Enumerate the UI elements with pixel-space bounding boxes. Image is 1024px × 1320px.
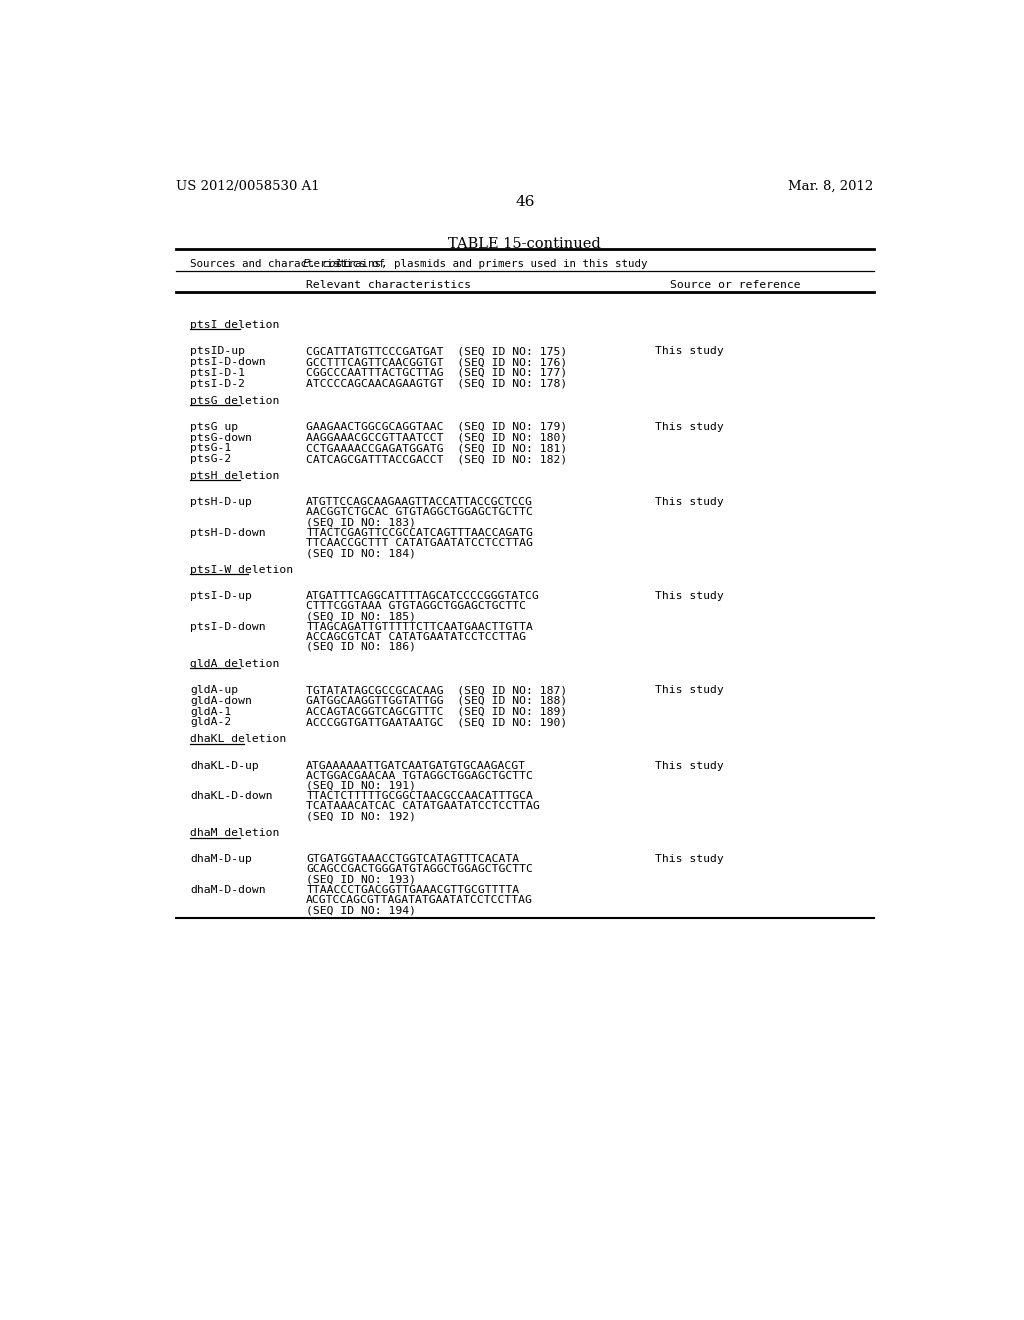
Text: This study: This study bbox=[655, 422, 724, 432]
Text: ptsG-down: ptsG-down bbox=[190, 433, 252, 442]
Text: AAGGAAACGCCGTTAATCCT  (SEQ ID NO: 180): AAGGAAACGCCGTTAATCCT (SEQ ID NO: 180) bbox=[306, 433, 567, 442]
Text: (SEQ ID NO: 194): (SEQ ID NO: 194) bbox=[306, 906, 416, 915]
Text: (SEQ ID NO: 184): (SEQ ID NO: 184) bbox=[306, 548, 416, 558]
Text: (SEQ ID NO: 186): (SEQ ID NO: 186) bbox=[306, 642, 416, 652]
Text: ACGTCCAGCGTTAGATATGAATATCCTCCTTAG: ACGTCCAGCGTTAGATATGAATATCCTCCTTAG bbox=[306, 895, 534, 906]
Text: Sources and characteristics of: Sources and characteristics of bbox=[190, 259, 391, 268]
Text: Source or reference: Source or reference bbox=[671, 280, 801, 290]
Text: US 2012/0058530 A1: US 2012/0058530 A1 bbox=[176, 180, 319, 193]
Text: ACTGGACGAACAA TGTAGGCTGGAGCTGCTTC: ACTGGACGAACAA TGTAGGCTGGAGCTGCTTC bbox=[306, 771, 534, 780]
Text: TCATAAACATCAC CATATGAATATCCTCCTTAG: TCATAAACATCAC CATATGAATATCCTCCTTAG bbox=[306, 801, 540, 812]
Text: TTACTCGAGTTCCGCCATCAGTTTAACCAGATG: TTACTCGAGTTCCGCCATCAGTTTAACCAGATG bbox=[306, 528, 534, 539]
Text: TTCAACCGCTTT CATATGAATATCCTCCTTAG: TTCAACCGCTTT CATATGAATATCCTCCTTAG bbox=[306, 539, 534, 548]
Text: (SEQ ID NO: 192): (SEQ ID NO: 192) bbox=[306, 812, 416, 821]
Text: TTAACCCTGACGGTTGAAACGTTGCGTTTTA: TTAACCCTGACGGTTGAAACGTTGCGTTTTA bbox=[306, 886, 519, 895]
Text: GCAGCCGACTGGGATGTAGGCTGGAGCTGCTTC: GCAGCCGACTGGGATGTAGGCTGGAGCTGCTTC bbox=[306, 865, 534, 874]
Text: dhaM-D-up: dhaM-D-up bbox=[190, 854, 252, 865]
Text: ptsH-D-up: ptsH-D-up bbox=[190, 498, 252, 507]
Text: TABLE 15-continued: TABLE 15-continued bbox=[449, 238, 601, 251]
Text: (SEQ ID NO: 183): (SEQ ID NO: 183) bbox=[306, 517, 416, 527]
Text: ACCCGGTGATTGAATAATGC  (SEQ ID NO: 190): ACCCGGTGATTGAATAATGC (SEQ ID NO: 190) bbox=[306, 718, 567, 727]
Text: ptsI-D-1: ptsI-D-1 bbox=[190, 368, 245, 378]
Text: ptsH deletion: ptsH deletion bbox=[190, 471, 280, 480]
Text: (SEQ ID NO: 191): (SEQ ID NO: 191) bbox=[306, 780, 416, 791]
Text: gldA deletion: gldA deletion bbox=[190, 659, 280, 669]
Text: dhaKL deletion: dhaKL deletion bbox=[190, 734, 287, 744]
Text: ptsG deletion: ptsG deletion bbox=[190, 396, 280, 405]
Text: (SEQ ID NO: 193): (SEQ ID NO: 193) bbox=[306, 875, 416, 884]
Text: TGTATATAGCGCCGCACAAG  (SEQ ID NO: 187): TGTATATAGCGCCGCACAAG (SEQ ID NO: 187) bbox=[306, 685, 567, 696]
Text: ptsG up: ptsG up bbox=[190, 422, 239, 432]
Text: dhaKL-D-up: dhaKL-D-up bbox=[190, 760, 259, 771]
Text: CGCATTATGTTCCCGATGAT  (SEQ ID NO: 175): CGCATTATGTTCCCGATGAT (SEQ ID NO: 175) bbox=[306, 346, 567, 356]
Text: TTACTCTTTTTGCGGCTAACGCCAACATTTGCA: TTACTCTTTTTGCGGCTAACGCCAACATTTGCA bbox=[306, 792, 534, 801]
Text: gldA-up: gldA-up bbox=[190, 685, 239, 696]
Text: gldA-1: gldA-1 bbox=[190, 706, 231, 717]
Text: ptsH-D-down: ptsH-D-down bbox=[190, 528, 265, 539]
Text: E. coli: E. coli bbox=[303, 259, 349, 268]
Text: Relevant characteristics: Relevant characteristics bbox=[306, 280, 471, 290]
Text: TTAGCAGATTGTTTTTCTTCAATGAACTTGTTA: TTAGCAGATTGTTTTTCTTCAATGAACTTGTTA bbox=[306, 622, 534, 632]
Text: CCTGAAAACCGAGATGGATG  (SEQ ID NO: 181): CCTGAAAACCGAGATGGATG (SEQ ID NO: 181) bbox=[306, 444, 567, 453]
Text: ptsG-1: ptsG-1 bbox=[190, 444, 231, 453]
Text: ptsG-2: ptsG-2 bbox=[190, 454, 231, 465]
Text: dhaM deletion: dhaM deletion bbox=[190, 829, 280, 838]
Text: dhaKL-D-down: dhaKL-D-down bbox=[190, 792, 272, 801]
Text: ptsI-W deletion: ptsI-W deletion bbox=[190, 565, 293, 576]
Text: CTTTCGGTAAA GTGTAGGCTGGAGCTGCTTC: CTTTCGGTAAA GTGTAGGCTGGAGCTGCTTC bbox=[306, 601, 526, 611]
Text: (SEQ ID NO: 185): (SEQ ID NO: 185) bbox=[306, 611, 416, 622]
Text: ATGAAAAAATTGATCAATGATGTGCAAGACGT: ATGAAAAAATTGATCAATGATGTGCAAGACGT bbox=[306, 760, 526, 771]
Text: This study: This study bbox=[655, 685, 724, 696]
Text: This study: This study bbox=[655, 498, 724, 507]
Text: GTGATGGTAAACCTGGTCATAGTTTCACATA: GTGATGGTAAACCTGGTCATAGTTTCACATA bbox=[306, 854, 519, 865]
Text: This study: This study bbox=[655, 760, 724, 771]
Text: ACCAGTACGGTCAGCGTTTC  (SEQ ID NO: 189): ACCAGTACGGTCAGCGTTTC (SEQ ID NO: 189) bbox=[306, 706, 567, 717]
Text: CATCAGCGATTTACCGACCT  (SEQ ID NO: 182): CATCAGCGATTTACCGACCT (SEQ ID NO: 182) bbox=[306, 454, 567, 465]
Text: ATGTTCCAGCAAGAAGTTACCATTACCGCTCCG: ATGTTCCAGCAAGAAGTTACCATTACCGCTCCG bbox=[306, 498, 534, 507]
Text: GCCTTTCAGTTCAACGGTGT  (SEQ ID NO: 176): GCCTTTCAGTTCAACGGTGT (SEQ ID NO: 176) bbox=[306, 358, 567, 367]
Text: This study: This study bbox=[655, 854, 724, 865]
Text: ACCAGCGTCAT CATATGAATATCCTCCTTAG: ACCAGCGTCAT CATATGAATATCCTCCTTAG bbox=[306, 632, 526, 642]
Text: gldA-down: gldA-down bbox=[190, 696, 252, 706]
Text: ATCCCCAGCAACAGAAGTGT  (SEQ ID NO: 178): ATCCCCAGCAACAGAAGTGT (SEQ ID NO: 178) bbox=[306, 379, 567, 388]
Text: ATGATTTCAGGCATTTTAGCATCCCCGGGTATCG: ATGATTTCAGGCATTTTAGCATCCCCGGGTATCG bbox=[306, 591, 540, 601]
Text: strains, plasmids and primers used in this study: strains, plasmids and primers used in th… bbox=[329, 259, 647, 268]
Text: AACGGTCTGCAC GTGTAGGCTGGAGCTGCTTC: AACGGTCTGCAC GTGTAGGCTGGAGCTGCTTC bbox=[306, 507, 534, 517]
Text: This study: This study bbox=[655, 346, 724, 356]
Text: 46: 46 bbox=[515, 195, 535, 210]
Text: ptsI-D-down: ptsI-D-down bbox=[190, 358, 265, 367]
Text: GATGGCAAGGTTGGTATTGG  (SEQ ID NO: 188): GATGGCAAGGTTGGTATTGG (SEQ ID NO: 188) bbox=[306, 696, 567, 706]
Text: ptsID-up: ptsID-up bbox=[190, 346, 245, 356]
Text: ptsI-D-2: ptsI-D-2 bbox=[190, 379, 245, 388]
Text: dhaM-D-down: dhaM-D-down bbox=[190, 886, 265, 895]
Text: Mar. 8, 2012: Mar. 8, 2012 bbox=[788, 180, 873, 193]
Text: This study: This study bbox=[655, 591, 724, 601]
Text: gldA-2: gldA-2 bbox=[190, 718, 231, 727]
Text: CGGCCCAATTTACTGCTTAG  (SEQ ID NO: 177): CGGCCCAATTTACTGCTTAG (SEQ ID NO: 177) bbox=[306, 368, 567, 378]
Text: ptsI-D-up: ptsI-D-up bbox=[190, 591, 252, 601]
Text: ptsI deletion: ptsI deletion bbox=[190, 321, 280, 330]
Text: ptsI-D-down: ptsI-D-down bbox=[190, 622, 265, 632]
Text: GAAGAACTGGCGCAGGTAAC  (SEQ ID NO: 179): GAAGAACTGGCGCAGGTAAC (SEQ ID NO: 179) bbox=[306, 422, 567, 432]
